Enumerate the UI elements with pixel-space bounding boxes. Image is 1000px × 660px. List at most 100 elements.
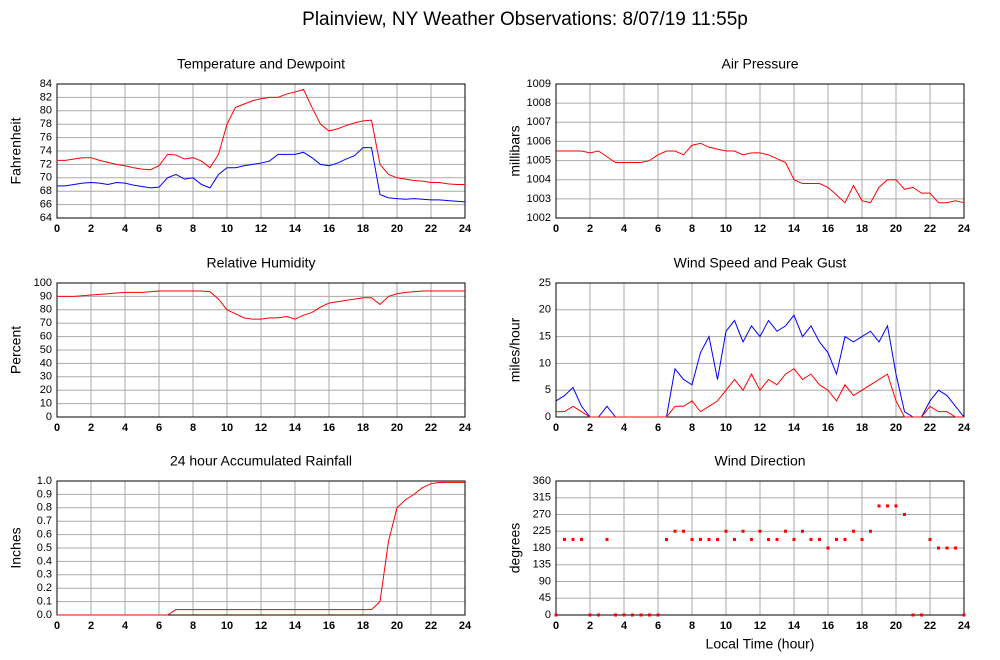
- data-point: [605, 537, 609, 541]
- x-tick-label: 8: [689, 223, 695, 235]
- y-tick-label: 0: [46, 411, 52, 423]
- x-tick-label: 4: [122, 620, 129, 632]
- x-tick-label: 18: [357, 223, 369, 235]
- y-tick-label: 1007: [527, 116, 551, 128]
- x-tick-label: 6: [655, 620, 661, 632]
- x-tick-label: 10: [221, 422, 233, 434]
- y-tick-label: 84: [40, 78, 52, 90]
- x-tick-label: 14: [289, 422, 302, 434]
- x-tick-label: 16: [323, 620, 335, 632]
- data-point: [690, 537, 694, 541]
- y-tick-label: 68: [40, 185, 52, 197]
- x-tick-label: 14: [289, 223, 302, 235]
- y-tick-label: 66: [40, 199, 52, 211]
- panel-title: Wind Direction: [714, 453, 805, 469]
- x-tick-label: 16: [822, 620, 834, 632]
- y-axis-label: miles/hour: [507, 317, 523, 382]
- y-tick-label: 45: [539, 592, 551, 604]
- y-tick-label: 0.1: [37, 596, 52, 608]
- x-tick-label: 4: [122, 223, 129, 235]
- x-tick-label: 2: [88, 422, 94, 434]
- x-tick-label: 12: [754, 620, 766, 632]
- panel-title: Temperature and Dewpoint: [177, 56, 345, 72]
- data-point: [716, 537, 719, 541]
- x-tick-label: 18: [856, 620, 868, 632]
- data-point: [767, 537, 770, 541]
- x-tick-label: 14: [289, 620, 302, 632]
- y-axis-label: degrees: [507, 523, 523, 574]
- data-line: [57, 290, 465, 320]
- y-tick-label: 70: [40, 172, 52, 184]
- y-axis-label: Percent: [8, 326, 24, 374]
- data-point: [750, 537, 753, 541]
- data-line: [57, 481, 465, 616]
- data-point: [588, 613, 592, 617]
- x-axis-label: Local Time (hour): [706, 636, 815, 652]
- y-tick-label: 1006: [527, 135, 551, 147]
- data-point: [826, 546, 830, 550]
- data-line: [556, 368, 964, 418]
- y-tick-label: 1009: [527, 78, 551, 90]
- data-point: [954, 546, 957, 550]
- x-tick-label: 16: [323, 422, 335, 434]
- panel-title: Air Pressure: [721, 56, 798, 72]
- x-tick-label: 10: [221, 223, 233, 235]
- x-tick-label: 8: [689, 422, 695, 434]
- y-tick-label: 90: [539, 575, 551, 587]
- y-tick-label: 135: [533, 559, 551, 571]
- data-point: [920, 613, 923, 617]
- x-tick-label: 20: [391, 620, 403, 632]
- x-tick-label: 8: [689, 620, 695, 632]
- data-point: [894, 504, 898, 508]
- x-tick-label: 8: [190, 422, 196, 434]
- y-tick-label: 0: [545, 411, 551, 423]
- x-tick-label: 4: [122, 422, 129, 434]
- y-tick-label: 0.3: [37, 569, 52, 581]
- x-tick-label: 18: [856, 223, 868, 235]
- data-point: [869, 529, 872, 533]
- y-tick-label: 10: [539, 357, 551, 369]
- panel-title: Wind Speed and Peak Gust: [674, 255, 847, 271]
- plot-frame: [555, 480, 965, 616]
- x-tick-label: 20: [890, 620, 902, 632]
- y-tick-label: 78: [40, 118, 52, 130]
- y-tick-label: 80: [40, 105, 52, 117]
- data-point: [707, 537, 711, 541]
- y-tick-label: 5: [545, 384, 551, 396]
- x-tick-label: 24: [459, 620, 472, 632]
- data-point: [733, 537, 736, 541]
- x-tick-label: 22: [924, 620, 936, 632]
- y-tick-label: 0.6: [37, 529, 52, 541]
- x-tick-label: 6: [655, 422, 661, 434]
- x-tick-label: 20: [391, 422, 403, 434]
- data-point: [741, 529, 745, 533]
- x-tick-label: 18: [856, 422, 868, 434]
- data-point: [699, 537, 702, 541]
- y-tick-label: 10: [40, 398, 52, 410]
- x-tick-label: 6: [156, 223, 162, 235]
- data-point: [928, 537, 932, 541]
- data-point: [758, 529, 762, 533]
- y-tick-label: 50: [40, 344, 52, 356]
- data-point: [673, 529, 677, 533]
- y-tick-label: 74: [40, 145, 52, 157]
- x-tick-label: 2: [587, 422, 593, 434]
- plot-frame: [56, 83, 466, 219]
- x-tick-label: 10: [720, 422, 732, 434]
- y-tick-label: 80: [40, 304, 52, 316]
- y-tick-label: 1002: [527, 212, 551, 224]
- data-point: [911, 613, 915, 617]
- x-tick-label: 22: [425, 223, 437, 235]
- x-tick-label: 14: [788, 223, 801, 235]
- x-tick-label: 0: [54, 422, 60, 434]
- y-tick-label: 0.5: [37, 542, 52, 554]
- x-tick-label: 24: [958, 620, 971, 632]
- y-axis-label: Inches: [8, 527, 24, 568]
- x-tick-label: 20: [890, 223, 902, 235]
- x-tick-label: 10: [720, 223, 732, 235]
- data-point: [801, 529, 804, 533]
- data-point: [886, 504, 889, 508]
- y-tick-label: 90: [40, 290, 52, 302]
- y-tick-label: 25: [539, 277, 551, 289]
- y-tick-label: 72: [40, 158, 52, 170]
